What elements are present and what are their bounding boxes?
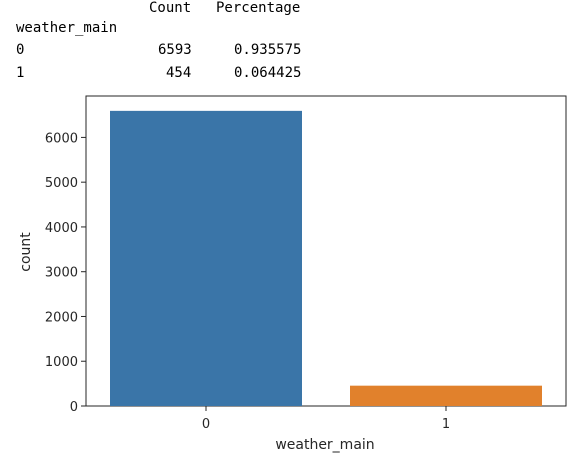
y-tick-label: 4000 <box>45 221 78 236</box>
row-percentage-1: 0.064425 <box>234 65 302 81</box>
y-tick-label: 0 <box>70 400 78 415</box>
chart-bars <box>110 110 542 406</box>
column-header-percentage: Percentage <box>216 0 301 16</box>
y-tick-label: 1000 <box>45 355 78 370</box>
row-percentage-0: 0.935575 <box>234 42 302 58</box>
bar-chart: 0 1 0 1000 2000 3000 4000 5000 6000 weather_main… <box>18 95 567 453</box>
row-index-0: 0 <box>16 42 25 58</box>
x-axis-label: weather_main <box>275 437 374 453</box>
row-count-0: 6593 <box>158 42 192 58</box>
y-tick-label: 2000 <box>45 310 78 325</box>
bar-0 <box>110 110 302 406</box>
chart-ticks: 0 1 0 1000 2000 3000 4000 5000 6000 <box>45 131 450 432</box>
y-tick-label: 5000 <box>45 176 78 191</box>
y-tick-label: 6000 <box>45 131 78 146</box>
row-index-1: 1 <box>16 65 25 81</box>
y-tick-label: 3000 <box>45 266 78 281</box>
row-count-1: 454 <box>166 65 192 81</box>
chart-axes <box>85 95 567 407</box>
x-tick-label: 0 <box>202 417 210 432</box>
column-header-count: Count <box>149 0 192 16</box>
x-tick-label: 1 <box>442 417 450 432</box>
bar-1 <box>350 385 542 406</box>
y-axis-label: count <box>18 232 34 272</box>
plot-frame <box>85 95 567 407</box>
index-name: weather_main <box>16 20 118 36</box>
